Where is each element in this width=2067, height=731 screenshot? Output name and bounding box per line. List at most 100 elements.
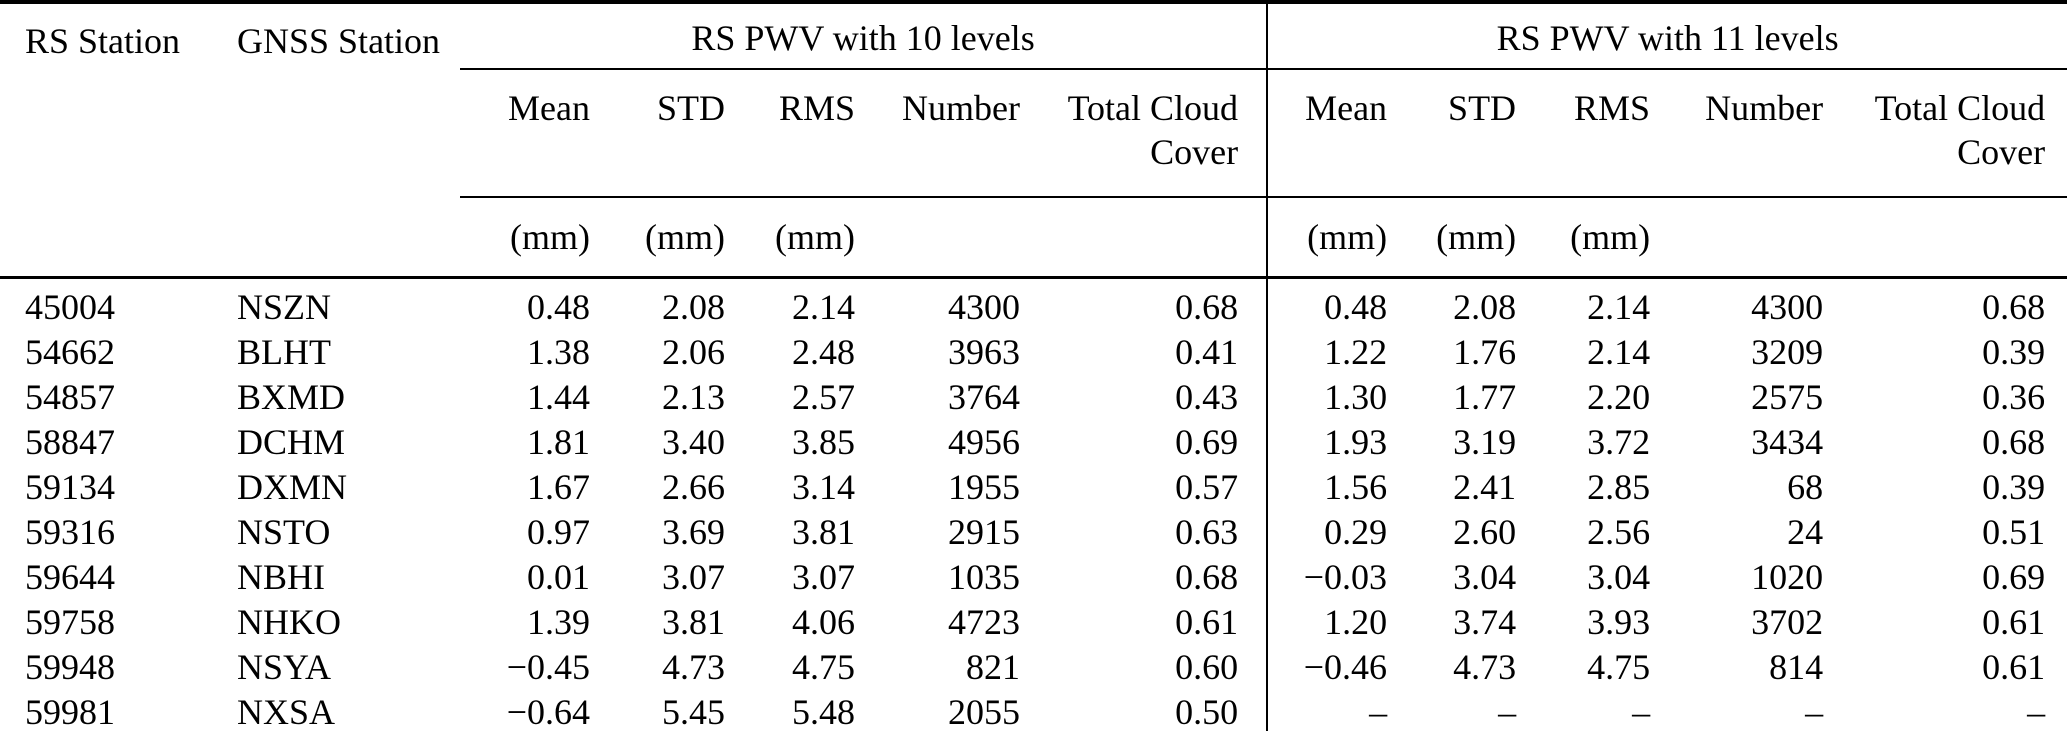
rms-cell-11: 2.14 bbox=[1587, 332, 1651, 372]
mean-cell-11: −0.46 bbox=[1266, 645, 1408, 690]
number-cell-11: 68 bbox=[1787, 467, 1824, 507]
table-row: 59644 NBHI 0.01 3.07 3.07 1035 0.68 −0.03 3.04 3.… bbox=[0, 555, 2067, 600]
table-row: 54662 BLHT 1.38 2.06 2.48 3963 0.41 1.22 1.76 2.1… bbox=[0, 330, 2067, 375]
mean-cell-10: 0.97 bbox=[527, 512, 590, 552]
total-cloud-cover-cell-11: 0.68 bbox=[1982, 287, 2046, 327]
gnss-station-cell: DXMN bbox=[237, 467, 348, 507]
rms-header-11: RMS bbox=[1536, 69, 1671, 198]
mean-cell-11: 0.29 bbox=[1266, 510, 1408, 555]
mean-cell-10: −0.45 bbox=[506, 647, 590, 687]
std-cell-11: 2.60 bbox=[1453, 512, 1517, 552]
std-header-10: STD bbox=[610, 69, 745, 198]
gnss-station-cell: NSZN bbox=[237, 287, 332, 327]
mean-cell-10: 0.01 bbox=[527, 557, 590, 597]
gnss-station-cell: NSTO bbox=[237, 512, 331, 552]
mean-cell-11: 0.48 bbox=[1266, 277, 1408, 330]
total-cloud-cover-cell-11: 0.39 bbox=[1982, 467, 2046, 507]
number-cell-10: 3963 bbox=[948, 332, 1020, 372]
rms-cell-10: 3.85 bbox=[792, 422, 855, 462]
rs-station-cell: 59134 bbox=[25, 467, 115, 507]
total-cloud-cover-cell-11: 0.69 bbox=[1982, 557, 2046, 597]
mean-cell-10: 1.44 bbox=[527, 377, 590, 417]
number-units-10 bbox=[875, 197, 1040, 278]
number-cell-11: 24 bbox=[1787, 512, 1824, 552]
number-cell-11: 814 bbox=[1769, 647, 1824, 687]
mean-cell-11: 1.22 bbox=[1266, 330, 1408, 375]
number-cell-11: 1020 bbox=[1751, 557, 1824, 597]
rms-cell-10: 2.48 bbox=[792, 332, 855, 372]
rms-header-10: RMS bbox=[745, 69, 875, 198]
rms-cell-10: 4.75 bbox=[792, 647, 855, 687]
number-cell-11: 3702 bbox=[1751, 602, 1824, 642]
number-cell-11: – bbox=[1805, 692, 1824, 731]
total-cloud-cover-cell-10: 0.69 bbox=[1175, 422, 1239, 462]
rs-station-cell: 45004 bbox=[25, 287, 115, 327]
rms-cell-11: 2.14 bbox=[1587, 287, 1651, 327]
table-row: 58847 DCHM 1.81 3.40 3.85 4956 0.69 1.93 3.19 3.7… bbox=[0, 420, 2067, 465]
mean-cell-10: 1.67 bbox=[527, 467, 590, 507]
rms-cell-11: – bbox=[1632, 692, 1651, 731]
total-cloud-cover-cell-11: 0.36 bbox=[1982, 377, 2046, 417]
std-cell-11: 2.08 bbox=[1453, 287, 1517, 327]
number-cell-10: 1955 bbox=[948, 467, 1020, 507]
number-cell-10: 2915 bbox=[948, 512, 1020, 552]
number-header-10: Number bbox=[875, 69, 1040, 198]
total-cloud-cover-cell-11: – bbox=[2027, 692, 2046, 731]
mean-cell-10: 1.81 bbox=[527, 422, 590, 462]
total-cloud-cover-cell-10: 0.61 bbox=[1175, 602, 1239, 642]
rs-station-cell: 54857 bbox=[25, 377, 115, 417]
rs-station-cell: 59758 bbox=[25, 602, 115, 642]
total-cloud-cover-cell-11: 0.61 bbox=[1982, 647, 2046, 687]
std-cell-11: 3.04 bbox=[1453, 557, 1517, 597]
sub-header-row: Mean STD RMS Number Total Cloud Cover Me… bbox=[0, 69, 2067, 198]
std-cell-10: 3.40 bbox=[662, 422, 725, 462]
rms-cell-11: 4.75 bbox=[1587, 647, 1651, 687]
std-cell-10: 5.45 bbox=[662, 692, 725, 731]
total-cloud-cover-cell-11: 0.68 bbox=[1982, 422, 2046, 462]
gnss-station-cell: NHKO bbox=[237, 602, 341, 642]
total-cloud-cover-cell-10: 0.41 bbox=[1175, 332, 1239, 372]
mean-cell-10: 1.38 bbox=[527, 332, 590, 372]
tcc-units-10 bbox=[1040, 197, 1267, 278]
number-units-11 bbox=[1670, 197, 1843, 278]
total-cloud-cover-cell-10: 0.68 bbox=[1175, 557, 1239, 597]
std-cell-10: 2.66 bbox=[662, 467, 725, 507]
std-cell-10: 2.13 bbox=[662, 377, 725, 417]
rms-cell-10: 2.14 bbox=[792, 287, 855, 327]
rms-cell-10: 2.57 bbox=[792, 377, 855, 417]
gnss-station-cell: NSYA bbox=[237, 647, 332, 687]
mean-cell-11: −0.03 bbox=[1266, 555, 1408, 600]
rs-station-header: RS Station bbox=[25, 21, 181, 61]
number-cell-10: 2055 bbox=[948, 692, 1020, 731]
mean-cell-10: 1.39 bbox=[527, 602, 590, 642]
number-cell-10: 821 bbox=[966, 647, 1020, 687]
rms-units-11: (mm) bbox=[1570, 217, 1651, 257]
total-cloud-cover-cell-10: 0.43 bbox=[1175, 377, 1239, 417]
mean-cell-10: −0.64 bbox=[506, 692, 590, 731]
table-body: 45004 NSZN 0.48 2.08 2.14 4300 0.68 0.48 2.08 2.1… bbox=[0, 277, 2067, 731]
std-cell-11: – bbox=[1498, 692, 1517, 731]
std-cell-11: 3.74 bbox=[1453, 602, 1517, 642]
std-cell-11: 1.77 bbox=[1453, 377, 1517, 417]
total-cloud-cover-header-11: Total Cloud Cover bbox=[1843, 69, 2067, 198]
rms-cell-10: 4.06 bbox=[792, 602, 855, 642]
rms-units-10: (mm) bbox=[775, 217, 855, 257]
rs-station-cell: 59316 bbox=[25, 512, 115, 552]
total-cloud-cover-cell-11: 0.61 bbox=[1982, 602, 2046, 642]
number-cell-11: 3209 bbox=[1751, 332, 1824, 372]
mean-header-11: Mean bbox=[1266, 69, 1408, 198]
std-cell-11: 2.41 bbox=[1453, 467, 1517, 507]
total-cloud-cover-cell-10: 0.50 bbox=[1175, 692, 1239, 731]
total-cloud-cover-cell-11: 0.39 bbox=[1982, 332, 2046, 372]
number-header-11: Number bbox=[1670, 69, 1844, 198]
total-cloud-cover-header-10: Total Cloud Cover bbox=[1040, 69, 1268, 198]
rms-cell-10: 3.14 bbox=[792, 467, 855, 507]
group-header-row: RS Station GNSS Station RS PWV with 10 l… bbox=[0, 2, 2067, 70]
units-row: (mm) (mm) (mm) (mm) (mm) (mm) bbox=[0, 197, 2067, 278]
std-cell-11: 4.73 bbox=[1453, 647, 1517, 687]
table-row: 59316 NSTO 0.97 3.69 3.81 2915 0.63 0.29 2.60 2.5… bbox=[0, 510, 2067, 555]
number-cell-10: 4956 bbox=[948, 422, 1020, 462]
mean-header-10: Mean bbox=[460, 69, 610, 198]
table-row: 59134 DXMN 1.67 2.66 3.14 1955 0.57 1.56 2.41 2.8… bbox=[0, 465, 2067, 510]
